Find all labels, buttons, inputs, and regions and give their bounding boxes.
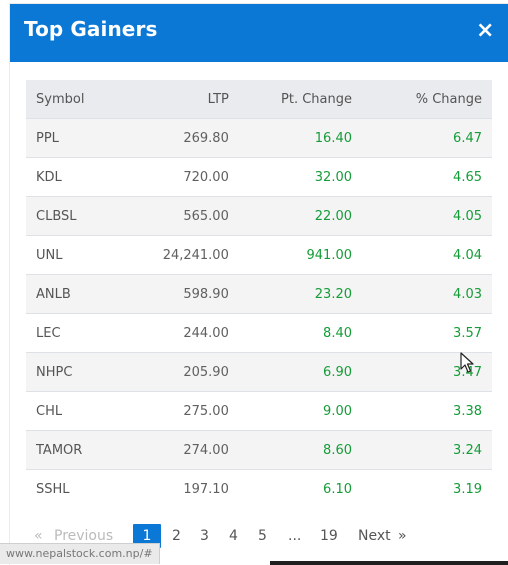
- pt-change-cell: 6.10: [238, 469, 362, 508]
- pct-change-cell: 4.04: [362, 235, 492, 275]
- pct-change-cell: 3.57: [362, 313, 492, 353]
- pt-change-cell: 8.60: [238, 430, 362, 470]
- symbol-cell: TAMOR: [26, 430, 116, 470]
- next-symbol[interactable]: »: [398, 528, 407, 544]
- header-pt-change[interactable]: Pt. Change: [238, 80, 362, 119]
- pt-change-cell: 32.00: [238, 157, 362, 197]
- table-row[interactable]: SSHL 197.10 6.10 3.19: [26, 469, 492, 508]
- pt-change-cell: 9.00: [238, 391, 362, 431]
- table-row[interactable]: CHL 275.00 9.00 3.38: [26, 391, 492, 431]
- pt-change-cell: 23.20: [238, 274, 362, 314]
- gainers-table: Symbol LTP Pt. Change % Change PPL 269.80…: [26, 80, 492, 508]
- page-button-last[interactable]: 19: [320, 528, 338, 544]
- table-row[interactable]: ANLB 598.90 23.20 4.03: [26, 274, 492, 314]
- pct-change-cell: 3.47: [362, 352, 492, 392]
- table-row[interactable]: UNL 24,241.00 941.00 4.04: [26, 235, 492, 275]
- symbol-cell: NHPC: [26, 352, 116, 392]
- pct-change-cell: 3.38: [362, 391, 492, 431]
- close-icon[interactable]: ×: [476, 18, 495, 43]
- header-pct-change[interactable]: % Change: [362, 80, 492, 119]
- ltp-cell: 720.00: [115, 157, 239, 197]
- pt-change-cell: 941.00: [238, 235, 362, 275]
- symbol-cell: KDL: [26, 157, 116, 197]
- prev-symbol: «: [34, 528, 43, 544]
- taskbar-edge: [270, 561, 508, 565]
- pt-change-cell: 6.90: [238, 352, 362, 392]
- modal-header: Top Gainers ×: [10, 4, 508, 62]
- table-row[interactable]: CLBSL 565.00 22.00 4.05: [26, 196, 492, 236]
- ltp-cell: 565.00: [115, 196, 239, 236]
- pct-change-cell: 3.19: [362, 469, 492, 508]
- ltp-cell: 197.10: [115, 469, 239, 508]
- pt-change-cell: 16.40: [238, 118, 362, 158]
- pct-change-cell: 4.05: [362, 196, 492, 236]
- header-symbol[interactable]: Symbol: [26, 80, 116, 119]
- prev-button[interactable]: Previous: [54, 528, 114, 544]
- table-header-row: Symbol LTP Pt. Change % Change: [26, 80, 492, 119]
- pct-change-cell: 3.24: [362, 430, 492, 470]
- top-gainers-modal: Top Gainers × Symbol LTP Pt. Change % Ch…: [10, 4, 508, 565]
- page-button-2[interactable]: 2: [172, 528, 181, 544]
- table-row[interactable]: PPL 269.80 16.40 6.47: [26, 118, 492, 158]
- pct-change-cell: 6.47: [362, 118, 492, 158]
- symbol-cell: PPL: [26, 118, 116, 158]
- page-button-5: 5: [258, 528, 267, 544]
- table-body: PPL 269.80 16.40 6.47 KDL 720.00 32.00 4.65 CLBS…: [26, 118, 492, 508]
- ltp-cell: 205.90: [115, 352, 239, 392]
- browser-status-url: www.nepalstock.com.np/#: [0, 543, 160, 564]
- ltp-cell: 269.80: [115, 118, 239, 158]
- symbol-cell: CHL: [26, 391, 116, 431]
- ltp-cell: 598.90: [115, 274, 239, 314]
- table-row[interactable]: TAMOR 274.00 8.60 3.24: [26, 430, 492, 470]
- ltp-cell: 24,241.00: [115, 235, 239, 275]
- ltp-cell: 275.00: [115, 391, 239, 431]
- pct-change-cell: 4.65: [362, 157, 492, 197]
- pt-change-cell: 22.00: [238, 196, 362, 236]
- pct-change-cell: 4.03: [362, 274, 492, 314]
- symbol-cell: UNL: [26, 235, 116, 275]
- header-ltp[interactable]: LTP: [115, 80, 239, 119]
- next-button[interactable]: Next: [358, 528, 391, 544]
- table-row[interactable]: KDL 720.00 32.00 4.65: [26, 157, 492, 197]
- symbol-cell: CLBSL: [26, 196, 116, 236]
- pt-change-cell: 8.40: [238, 313, 362, 353]
- page-ellipsis: ...: [288, 528, 302, 544]
- ltp-cell: 244.00: [115, 313, 239, 353]
- table-row[interactable]: LEC 244.00 8.40 3.57: [26, 313, 492, 353]
- symbol-cell: ANLB: [26, 274, 116, 314]
- modal-title: Top Gainers: [24, 17, 158, 41]
- page-button-4[interactable]: 4: [229, 528, 238, 544]
- mouse-cursor-icon: [460, 352, 474, 373]
- page-button-3[interactable]: 3: [200, 528, 209, 544]
- symbol-cell: SSHL: [26, 469, 116, 508]
- symbol-cell: LEC: [26, 313, 116, 353]
- ltp-cell: 274.00: [115, 430, 239, 470]
